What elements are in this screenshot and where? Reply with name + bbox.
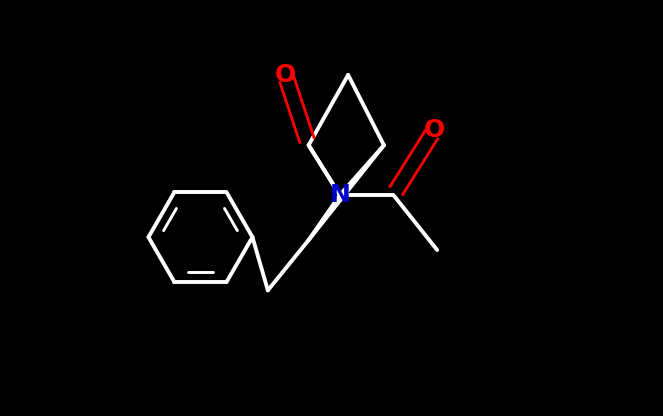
Text: O: O	[274, 63, 296, 87]
Text: N: N	[330, 183, 350, 207]
Text: O: O	[424, 118, 445, 142]
